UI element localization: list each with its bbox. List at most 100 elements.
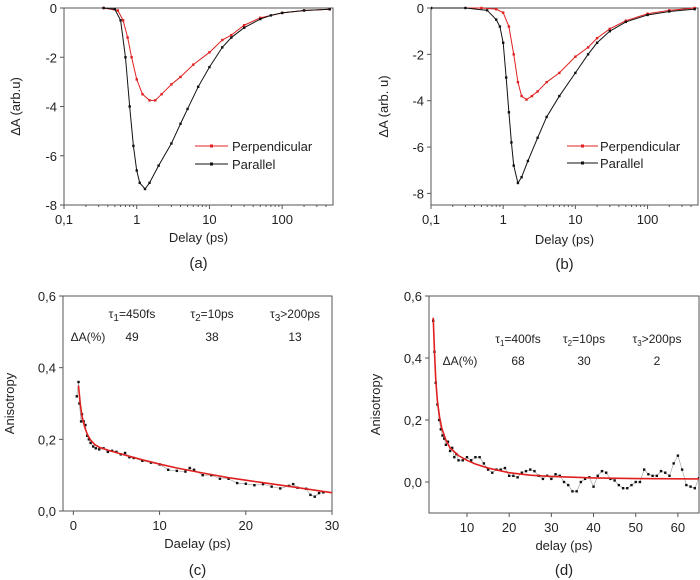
data-point <box>507 111 511 114</box>
x-tick-label: 30 <box>544 520 558 535</box>
data-point <box>642 468 646 471</box>
data-point <box>292 482 295 486</box>
data-point <box>201 473 204 477</box>
data-point <box>693 487 696 490</box>
data-point <box>126 36 129 39</box>
y-axis-label: Anisotropy <box>2 372 17 434</box>
data-point <box>261 482 265 486</box>
data-point <box>166 468 170 471</box>
data-point <box>186 107 189 111</box>
y-tick-label: -6 <box>45 149 57 164</box>
data-point <box>141 459 144 463</box>
data-point <box>157 164 160 167</box>
data-point <box>474 456 477 459</box>
amplitude-value: 30 <box>577 354 591 368</box>
data-point <box>242 26 246 29</box>
legend-marker <box>581 144 584 148</box>
tau-value: =400fs <box>504 332 540 346</box>
data-point <box>184 470 187 473</box>
data-point <box>664 471 667 474</box>
data-point <box>116 9 120 12</box>
data-point <box>558 474 561 477</box>
data-point <box>672 462 675 465</box>
fit-line <box>77 385 332 494</box>
data-point <box>302 9 306 12</box>
data-point <box>138 181 141 185</box>
data-point <box>84 423 87 427</box>
legend-entry: Perpendicular <box>232 139 313 154</box>
panel-b: 0,1 1 10 100 0 -2 -4 -6 -8 Delay (ps) ΔA (arb. u) (… <box>376 1 699 273</box>
data-point <box>512 474 515 477</box>
tau-label: τ1=450fs <box>109 307 156 324</box>
y-tick-label: 0 <box>417 1 424 16</box>
y-tick-label: -4 <box>45 100 57 115</box>
y-axis-label: ΔA (arb.u) <box>8 77 23 136</box>
x-axis-label: delay (ps) <box>535 538 592 553</box>
data-point <box>480 6 483 10</box>
tau-symbol: τ <box>270 307 275 321</box>
data-point <box>634 480 637 484</box>
amplitude-value: 13 <box>288 330 302 344</box>
data-point <box>530 94 534 98</box>
data-point <box>179 75 182 79</box>
data-point <box>322 491 325 494</box>
data-point <box>541 477 545 481</box>
tau-subscript: 2 <box>568 339 573 348</box>
x-tick-label: 0,1 <box>422 212 440 227</box>
panel-caption: (d) <box>555 562 573 579</box>
tau-subscript: 1 <box>500 339 505 348</box>
data-point <box>676 454 680 457</box>
plot-area <box>102 6 331 191</box>
data-point <box>87 438 91 441</box>
x-tick-label: 100 <box>271 212 293 227</box>
plot-frame <box>430 7 699 206</box>
data-point <box>583 477 587 481</box>
data-point <box>446 440 450 443</box>
data-point <box>98 448 101 451</box>
x-tick-label: 20 <box>502 520 516 535</box>
legend-entry: Parallel <box>232 157 275 172</box>
data-point <box>668 474 671 477</box>
data-point <box>545 80 548 84</box>
tau-symbol: τ <box>495 332 500 346</box>
data-point <box>520 94 523 98</box>
data-point <box>89 441 92 445</box>
data-point <box>562 480 566 484</box>
data-point <box>503 466 507 470</box>
x-tick-label: 20 <box>239 518 253 533</box>
data-point <box>106 450 110 454</box>
data-point <box>457 459 460 462</box>
data-point <box>75 395 78 398</box>
legend-entry: Parallel <box>600 156 643 171</box>
data-point <box>525 98 528 101</box>
tau-subscript: 1 <box>113 313 119 324</box>
data-point <box>512 53 515 56</box>
data-point <box>444 443 448 446</box>
data-point <box>613 479 616 482</box>
amplitude-label: ΔA(%) <box>71 330 106 344</box>
data-point <box>486 468 490 471</box>
tau-value: >200ps <box>642 332 682 346</box>
data-point <box>259 16 262 20</box>
plot-frame <box>63 7 334 206</box>
tau-symbol: τ <box>633 332 638 346</box>
data-point <box>270 485 273 488</box>
data-point <box>130 56 133 59</box>
y-axis-label: Anisotropy <box>368 373 383 435</box>
data-point <box>494 18 498 21</box>
data-point <box>160 92 163 96</box>
panel-caption: (a) <box>189 255 207 272</box>
data-point <box>121 19 125 22</box>
data-point <box>574 71 577 75</box>
data-point <box>135 169 138 172</box>
y-axis-label: ΔA (arb. u) <box>376 75 391 137</box>
data-point <box>516 181 520 185</box>
data-line <box>432 320 699 492</box>
data-point <box>516 80 520 84</box>
tau-label: τ2=10ps <box>190 307 233 324</box>
data-point <box>533 469 536 473</box>
x-axis-label: Delay (ps) <box>169 230 228 245</box>
data-point <box>221 46 224 49</box>
data-point <box>626 487 629 490</box>
x-tick-label: 0,1 <box>55 212 73 227</box>
